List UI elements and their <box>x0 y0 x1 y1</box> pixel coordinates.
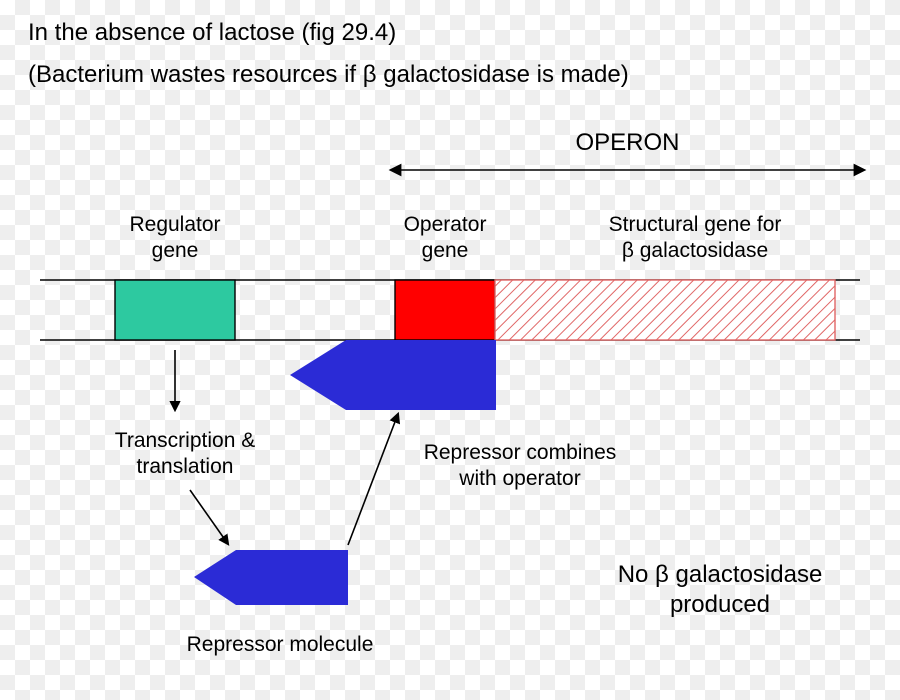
diagram-svg <box>0 0 900 700</box>
repressor-molecule-shape <box>194 550 348 605</box>
arrow-translation-to-repressor <box>190 490 228 544</box>
repressor-bound-shape <box>290 340 496 410</box>
arrow-repressor-to-operator <box>348 414 398 545</box>
structural-gene-box <box>495 280 835 340</box>
operator-gene-box <box>395 280 495 340</box>
regulator-gene-box <box>115 280 235 340</box>
